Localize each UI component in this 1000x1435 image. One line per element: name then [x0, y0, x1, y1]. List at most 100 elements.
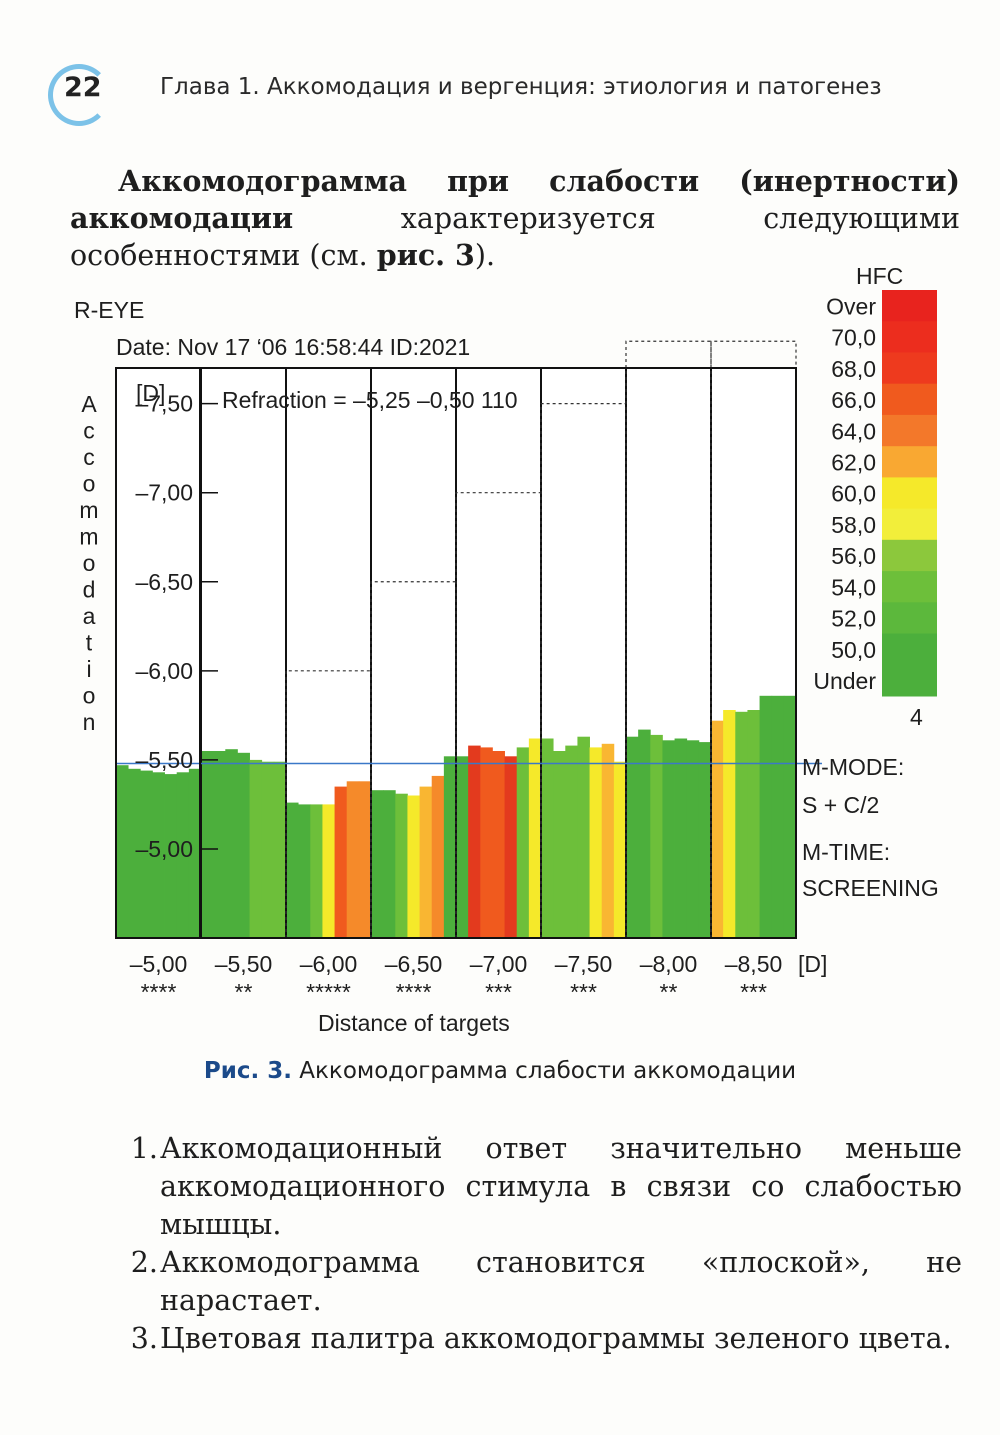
legend-swatch: [882, 321, 937, 353]
legend-swatch: [882, 290, 937, 322]
legend-label: 60,0: [831, 481, 876, 507]
plot-frame: [115, 367, 797, 939]
list-item-text: Аккомодационный ответ значительно меньше…: [160, 1132, 962, 1241]
bar: [613, 761, 627, 938]
bar: [261, 761, 275, 938]
running-head: Глава 1. Аккомодация и вергенция: этиоло…: [160, 74, 882, 100]
intro-paragraph: Аккомодограмма при слабости (инертности)…: [70, 163, 960, 274]
bar: [237, 752, 250, 939]
y-tick-label: –6,50: [135, 569, 193, 595]
figure-caption: Рис. 3. Аккомодограмма слабости аккомода…: [0, 1058, 1000, 1084]
y-tick-label: –6,00: [135, 658, 193, 684]
bar: [565, 745, 578, 938]
date-line: Date: Nov 17 ‘06 16:58:44 ID:2021: [116, 334, 470, 360]
intro-text-end: ).: [474, 238, 496, 272]
y-axis-title-letter: o: [83, 550, 96, 576]
bar: [298, 804, 311, 938]
bar: [201, 751, 214, 938]
bar: [383, 790, 396, 938]
bar: [686, 740, 700, 938]
legend-label: 52,0: [831, 606, 876, 632]
stimulus-outline: [285, 670, 372, 938]
bar: [783, 695, 797, 939]
bar: [334, 786, 348, 938]
feature-list: 1. Аккомодационный ответ значительно мен…: [120, 1130, 962, 1358]
legend-swatch: [882, 602, 937, 634]
bar: [322, 804, 335, 938]
bar: [419, 786, 433, 938]
y-axis-title-letter: c: [83, 444, 95, 470]
y-axis-title-letter: m: [79, 524, 98, 550]
y-unit-label: [D]: [136, 380, 165, 406]
bar: [516, 747, 530, 938]
bar: [504, 756, 518, 938]
bar: [638, 729, 651, 938]
bar: [395, 793, 408, 938]
bar: [723, 710, 736, 938]
bar: [371, 790, 384, 938]
x-tick-label: –8,00: [640, 951, 698, 977]
bar: [225, 749, 238, 938]
x-axis-title: Distance of targets: [318, 1010, 510, 1036]
x-tick-stars: **: [660, 979, 678, 1005]
y-axis-title-letter: o: [83, 471, 96, 497]
x-tick-label: –6,00: [300, 951, 358, 977]
bar: [759, 695, 773, 939]
bar: [188, 768, 202, 938]
legend-label: Under: [813, 668, 876, 694]
x-tick-stars: ***: [485, 979, 512, 1005]
list-item-number: 1.: [130, 1132, 158, 1165]
bar: [152, 772, 165, 938]
legend-label: 54,0: [831, 574, 876, 600]
x-tick-label: –7,50: [555, 951, 613, 977]
intro-text-mid: характеризуется следующими особенностями…: [70, 201, 960, 272]
bar: [468, 745, 481, 938]
bar: [164, 774, 178, 938]
bar: [140, 770, 153, 938]
y-tick-label: –5,00: [135, 836, 193, 862]
legend-swatch: [882, 539, 937, 572]
bar: [128, 768, 141, 938]
legend-label: 68,0: [831, 356, 876, 382]
bar: [346, 781, 360, 939]
bar: [456, 756, 469, 938]
y-axis-title-letter: t: [86, 630, 93, 656]
legend-swatch: [882, 508, 937, 541]
bar: [541, 738, 554, 938]
y-axis-title-letter: A: [81, 391, 97, 417]
legend-swatch: [882, 633, 937, 666]
legend-swatch: [882, 664, 937, 697]
x-tick-stars: ****: [141, 979, 177, 1005]
list-item: 2. Аккомодограмма становится «плоской», …: [120, 1244, 962, 1320]
bar: [407, 795, 420, 938]
bar: [650, 734, 663, 938]
list-item: 3. Цветовая палитра аккомодограммы зелен…: [120, 1320, 962, 1358]
y-axis-title-letter: m: [79, 497, 98, 523]
intro-bold-lead: Аккомодограмма при слабости (инертности)…: [70, 163, 960, 235]
bar: [213, 751, 226, 938]
m-time-value: SCREENING: [802, 875, 939, 901]
x-tick-label: –5,50: [215, 951, 273, 977]
m-mode-value: S + C/2: [802, 792, 879, 818]
caption-text: Аккомодограмма слабости аккомодации: [291, 1058, 797, 1084]
hfc-legend-footer: 4: [910, 704, 923, 730]
bar: [698, 742, 712, 938]
list-item-number: 3.: [130, 1322, 158, 1355]
bar: [528, 738, 542, 938]
x-tick-stars: ***: [740, 979, 767, 1005]
legend-label: 66,0: [831, 387, 876, 413]
legend-label: 70,0: [831, 325, 876, 351]
x-tick-stars: **: [235, 979, 253, 1005]
bar: [577, 736, 590, 938]
bar: [662, 740, 675, 938]
x-tick-label: –7,00: [470, 951, 528, 977]
bar: [273, 761, 287, 938]
bar: [480, 747, 493, 938]
list-item-text: Цветовая палитра аккомодограммы зеленого…: [160, 1322, 952, 1355]
m-time-label: M-TIME:: [802, 839, 890, 865]
list-item: 1. Аккомодационный ответ значительно мен…: [120, 1130, 962, 1244]
bar: [286, 802, 299, 938]
m-mode-label: M-MODE:: [802, 754, 904, 780]
x-tick-label: –6,50: [385, 951, 443, 977]
legend-label: Over: [826, 293, 876, 319]
